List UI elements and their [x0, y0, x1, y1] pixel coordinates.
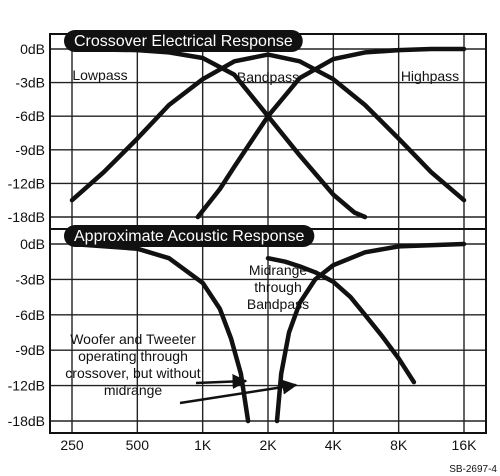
series-tweeter — [274, 241, 467, 424]
y-tick-12db: -12dB — [8, 175, 45, 191]
panel-title-text: Approximate Acoustic Response — [74, 228, 304, 245]
x-tick-250: 250 — [60, 437, 84, 453]
y-tick-9db: -9dB — [15, 142, 45, 158]
label-highpass: Highpass — [401, 68, 459, 84]
series-midrange-through-bandpass — [265, 255, 417, 385]
series-woofer — [69, 241, 251, 424]
panel-title-text: Crossover Electrical Response — [74, 33, 293, 50]
y-tick-3db: -3dB — [15, 271, 45, 287]
x-tick-8k: 8K — [390, 437, 408, 453]
panel-title: Approximate Acoustic Response — [64, 225, 315, 247]
x-tick-1k: 1K — [194, 437, 212, 453]
y-tick-0db: 0dB — [20, 41, 45, 57]
y-tick-18db: -18dB — [8, 209, 45, 225]
y-tick-12db: -12dB — [8, 378, 45, 394]
x-tick-2k: 2K — [259, 437, 277, 453]
series-bandpass — [69, 52, 467, 203]
label-lowpass: Lowpass — [72, 67, 127, 83]
label-bandpass: Bandpass — [237, 69, 299, 85]
panel-2: 0dB -3dB -6dB -9dB -12dB -18dB Approximate Aco… — [8, 225, 487, 434]
y-tick-0db: 0dB — [20, 236, 45, 252]
x-tick-16k: 16K — [452, 437, 478, 453]
panel-title: Crossover Electrical Response — [64, 30, 303, 52]
panel-1: 0dB -3dB -6dB -9dB -12dB -18dB Crossover Elect… — [8, 30, 487, 230]
y-tick-6db: -6dB — [15, 307, 45, 323]
x-tick-500: 500 — [126, 437, 150, 453]
figure-id: SB-2697-4 — [449, 464, 497, 475]
y-tick-6db: -6dB — [15, 108, 45, 124]
y-tick-3db: -3dB — [15, 75, 45, 91]
x-tick-4k: 4K — [325, 437, 343, 453]
annotation-midrange: Midrange through Bandpass — [247, 262, 309, 312]
arrow-to-woofer-dip — [195, 374, 248, 390]
annotation-woofer-tweeter: Woofer and Tweeter operating through cross… — [65, 331, 201, 398]
y-tick-18db: -18dB — [8, 413, 45, 429]
series-highpass — [195, 46, 467, 220]
y-tick-9db: -9dB — [15, 342, 45, 358]
arrow-to-tweeter-dip — [179, 379, 298, 405]
